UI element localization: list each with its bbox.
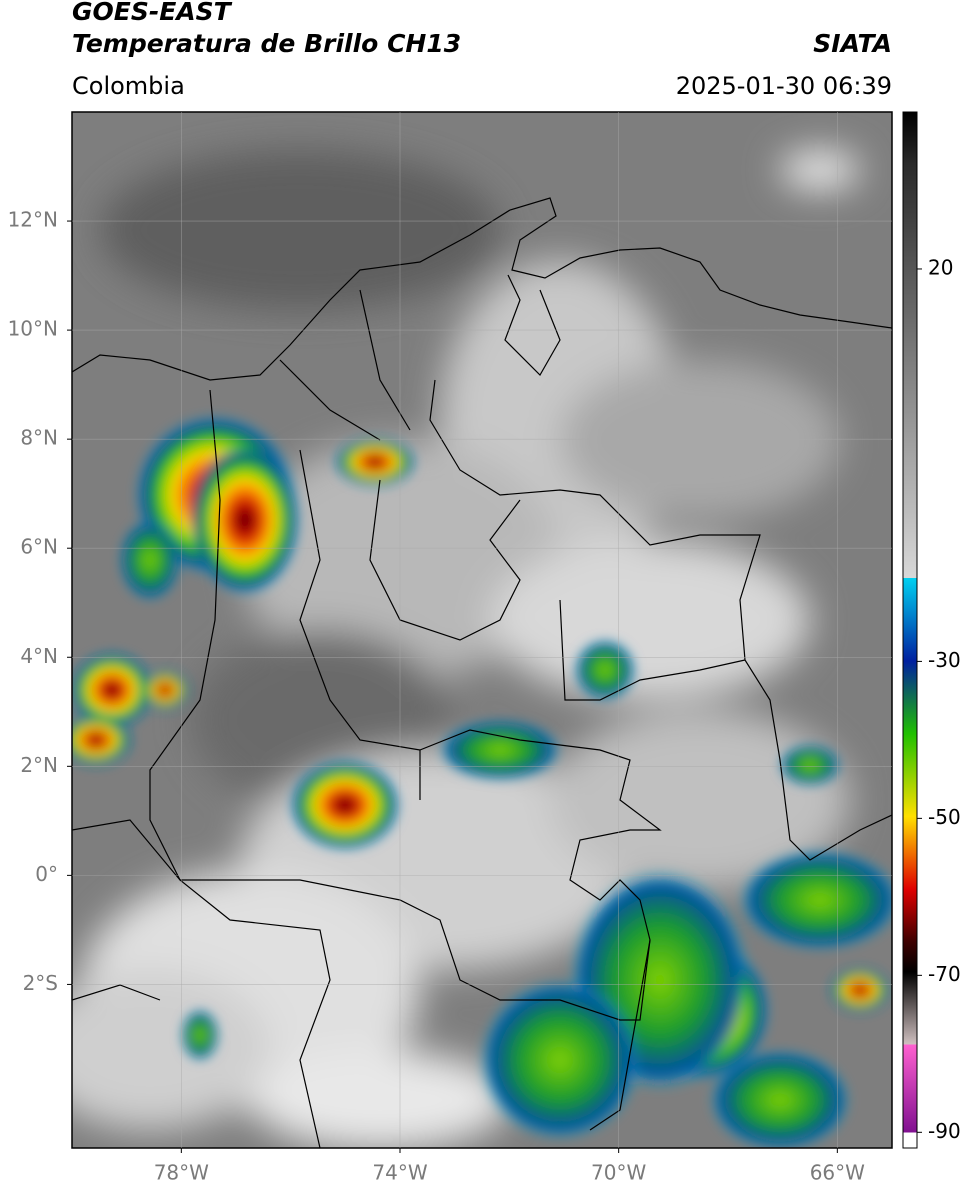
- colorbar-tick-label: -30: [928, 648, 961, 672]
- lat-tick-label: 4°N: [20, 644, 58, 668]
- lat-tick-label: 2°S: [23, 971, 58, 995]
- lon-tick-label: 78°W: [154, 1161, 209, 1185]
- colorbar: [902, 111, 918, 1149]
- map-frame: [71, 111, 893, 1149]
- colorbar-tick-label: 20: [928, 255, 953, 279]
- agency: SIATA: [813, 29, 892, 58]
- lat-tick-label: 6°N: [20, 535, 58, 559]
- lat-tick-label: 12°N: [8, 208, 58, 232]
- lon-tick-label: 74°W: [372, 1161, 427, 1185]
- lon-tick-label: 66°W: [810, 1161, 865, 1185]
- lat-tick-label: 2°N: [20, 753, 58, 777]
- title: GOES-EAST: [72, 0, 233, 26]
- lat-tick-label: 0°: [35, 862, 58, 886]
- title: Temperatura de Brillo CH13: [72, 29, 461, 58]
- region: Colombia: [72, 72, 185, 100]
- lat-tick-label: 8°N: [20, 426, 58, 450]
- satellite-image: [72, 112, 892, 1148]
- lon-tick-label: 70°W: [591, 1161, 646, 1185]
- colorbar-tick-label: -90: [928, 1119, 961, 1143]
- borders: [72, 197, 892, 1148]
- colorbar-tick-label: -50: [928, 805, 961, 829]
- datetime: 2025-01-30 06:39: [676, 72, 892, 100]
- colorbar-tick-label: -70: [928, 962, 961, 986]
- lat-tick-label: 10°N: [8, 317, 58, 341]
- graticule: [72, 112, 892, 1148]
